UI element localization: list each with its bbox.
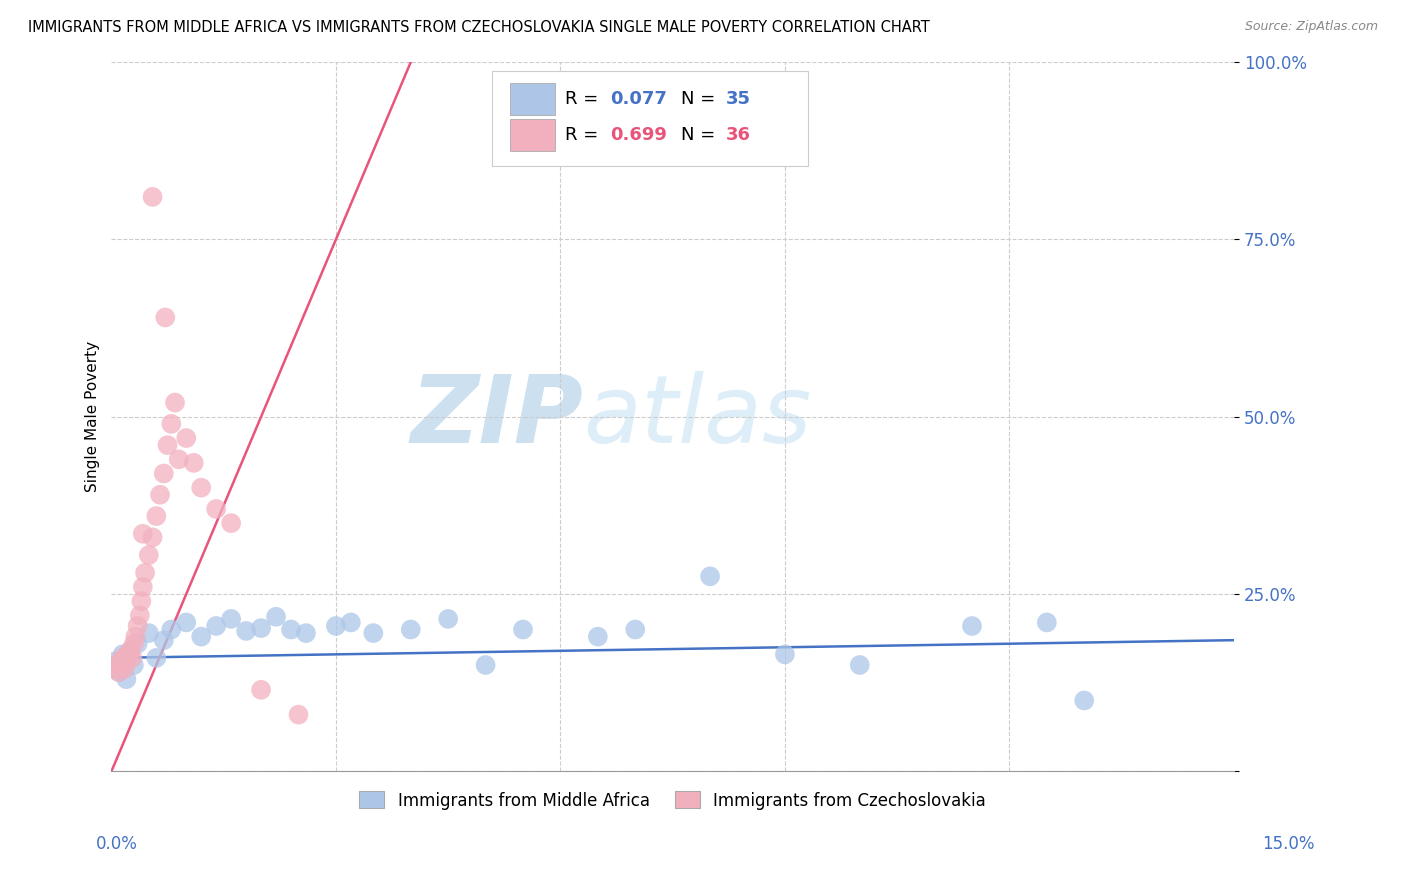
Point bbox=[120, 644, 142, 658]
Point bbox=[190, 481, 212, 495]
Point bbox=[264, 609, 287, 624]
Point bbox=[108, 665, 131, 679]
Point bbox=[399, 623, 422, 637]
Point bbox=[138, 548, 160, 562]
Point bbox=[1073, 693, 1095, 707]
Text: R =: R = bbox=[565, 126, 605, 144]
Point bbox=[142, 190, 165, 204]
Text: N =: N = bbox=[681, 90, 720, 108]
Point bbox=[132, 526, 155, 541]
Point bbox=[142, 530, 165, 544]
Point bbox=[586, 630, 609, 644]
Point bbox=[280, 623, 302, 637]
Point bbox=[108, 665, 131, 679]
Point bbox=[624, 623, 647, 637]
Point bbox=[363, 626, 385, 640]
Point bbox=[155, 310, 177, 325]
Point bbox=[145, 651, 167, 665]
Text: 0.699: 0.699 bbox=[610, 126, 666, 144]
Point bbox=[160, 417, 183, 431]
Point bbox=[128, 608, 150, 623]
Point bbox=[512, 623, 534, 637]
Point bbox=[325, 619, 347, 633]
Point bbox=[205, 502, 228, 516]
Point bbox=[115, 655, 138, 669]
Y-axis label: Single Male Poverty: Single Male Poverty bbox=[86, 342, 100, 492]
Point bbox=[124, 630, 146, 644]
Point bbox=[132, 580, 155, 594]
Point bbox=[1036, 615, 1059, 630]
Text: IMMIGRANTS FROM MIDDLE AFRICA VS IMMIGRANTS FROM CZECHOSLOVAKIA SINGLE MALE POVE: IMMIGRANTS FROM MIDDLE AFRICA VS IMMIGRA… bbox=[28, 20, 929, 35]
Point bbox=[111, 648, 134, 662]
Point bbox=[287, 707, 309, 722]
Point bbox=[152, 633, 174, 648]
Point bbox=[205, 619, 228, 633]
Point bbox=[235, 624, 257, 638]
Point bbox=[773, 648, 796, 662]
Point bbox=[120, 644, 142, 658]
Point bbox=[110, 655, 132, 669]
Point bbox=[104, 661, 127, 675]
Point bbox=[437, 612, 460, 626]
Point bbox=[122, 658, 145, 673]
Point bbox=[152, 467, 174, 481]
Text: 0.077: 0.077 bbox=[610, 90, 666, 108]
Point bbox=[115, 672, 138, 686]
Point bbox=[190, 630, 212, 644]
Text: 15.0%: 15.0% bbox=[1263, 835, 1315, 853]
Point bbox=[149, 488, 172, 502]
Point bbox=[104, 655, 127, 669]
Text: N =: N = bbox=[681, 126, 720, 144]
Point bbox=[174, 431, 197, 445]
Point bbox=[174, 615, 197, 630]
Text: Source: ZipAtlas.com: Source: ZipAtlas.com bbox=[1244, 20, 1378, 33]
Text: 35: 35 bbox=[725, 90, 751, 108]
Point bbox=[699, 569, 721, 583]
Point bbox=[105, 658, 128, 673]
Point bbox=[163, 395, 186, 409]
Point bbox=[145, 509, 167, 524]
Point bbox=[111, 651, 134, 665]
Point bbox=[295, 626, 318, 640]
Point bbox=[117, 648, 139, 662]
Point bbox=[121, 651, 143, 665]
Point bbox=[219, 516, 242, 530]
Point bbox=[250, 621, 273, 635]
Point bbox=[160, 623, 183, 637]
Point bbox=[127, 619, 149, 633]
Point bbox=[122, 637, 145, 651]
Point bbox=[131, 594, 153, 608]
Point bbox=[156, 438, 179, 452]
Point bbox=[960, 619, 983, 633]
Point bbox=[340, 615, 363, 630]
Point bbox=[114, 661, 136, 675]
Point bbox=[167, 452, 190, 467]
Point bbox=[219, 612, 242, 626]
Legend: Immigrants from Middle Africa, Immigrants from Czechoslovakia: Immigrants from Middle Africa, Immigrant… bbox=[353, 785, 993, 816]
Text: 36: 36 bbox=[725, 126, 751, 144]
Point bbox=[474, 658, 496, 673]
Text: ZIP: ZIP bbox=[411, 371, 583, 463]
Point bbox=[183, 456, 205, 470]
Text: atlas: atlas bbox=[583, 371, 811, 462]
Point bbox=[250, 682, 273, 697]
Point bbox=[138, 626, 160, 640]
Point bbox=[127, 637, 149, 651]
Text: R =: R = bbox=[565, 90, 605, 108]
Point bbox=[848, 658, 870, 673]
Text: 0.0%: 0.0% bbox=[96, 835, 138, 853]
Point bbox=[134, 566, 156, 580]
